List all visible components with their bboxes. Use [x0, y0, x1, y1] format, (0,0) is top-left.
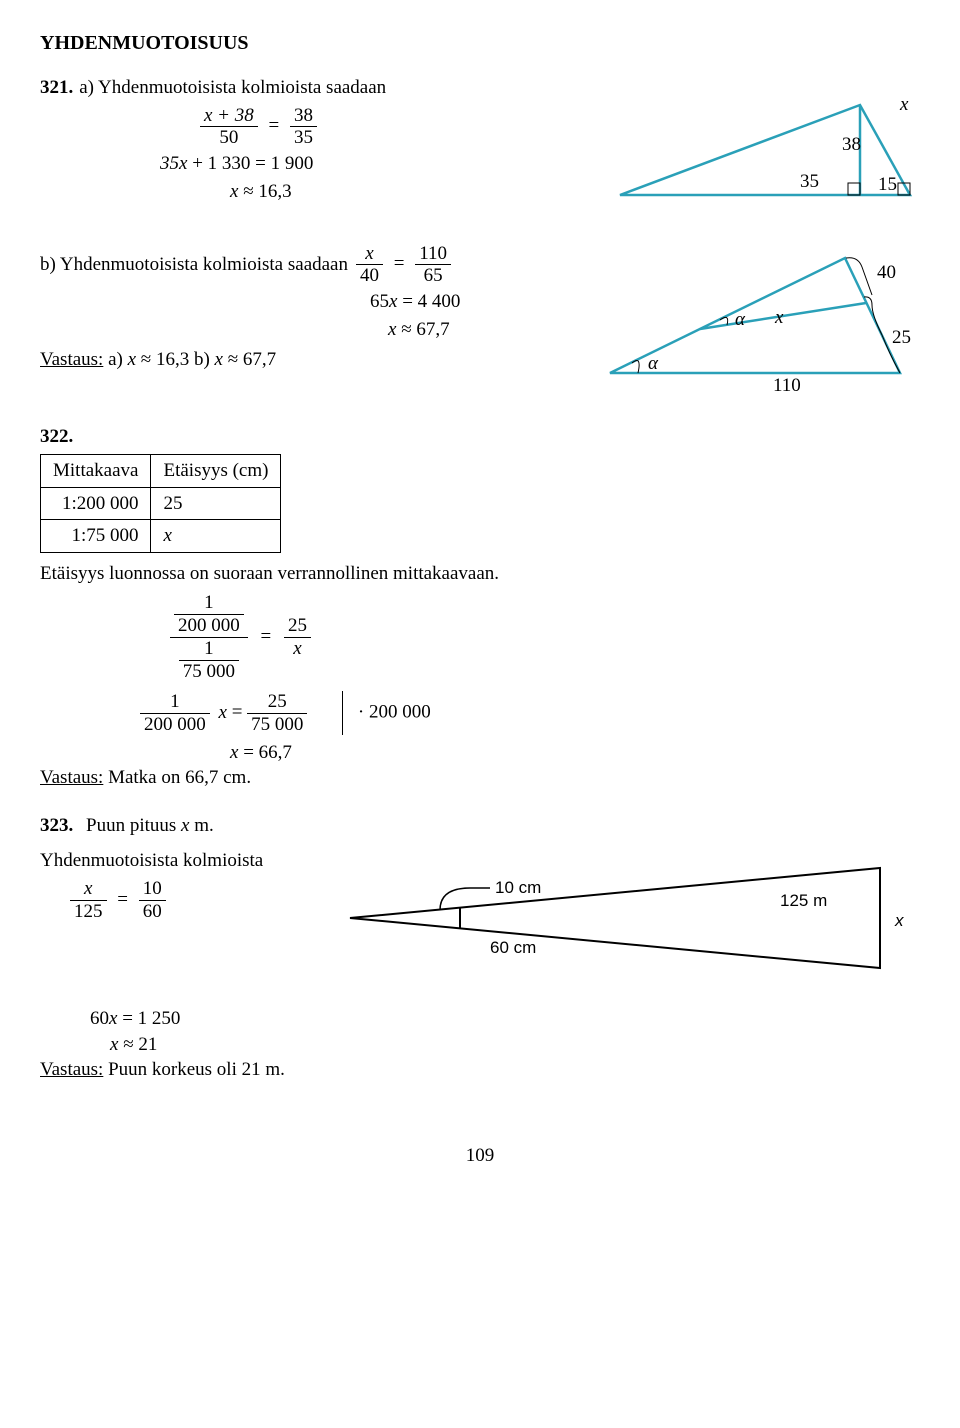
label-15: 15 [878, 174, 897, 195]
table-row: 1:75 000 x [41, 520, 281, 553]
eq-323-2: 60x = 1 250 [90, 1006, 920, 1032]
problem-321: 321. a) Yhdenmuotoisista kolmioista saad… [40, 75, 920, 223]
label-40: 40 [877, 262, 896, 283]
eq-321a-2: 35x + 1 330 = 1 900 [160, 151, 470, 177]
eq-321b-3: x ≈ 67,7 [388, 317, 560, 343]
vastaus-323: Vastaus: Puun korkeus oli 21 m. [40, 1057, 920, 1083]
page-title: YHDENMUOTOISUUS [40, 30, 920, 57]
label-x: x [899, 94, 909, 115]
vastaus-322: Vastaus: Matka on 66,7 cm. [40, 765, 920, 791]
label-35: 35 [800, 171, 819, 192]
eq-321b-2: 65x = 4 400 [370, 289, 560, 315]
right-angle-1 [848, 183, 860, 195]
label-125m: 125 m [780, 891, 827, 910]
label-25: 25 [892, 327, 911, 348]
eq-321a-1: x + 3850 = 3835 [200, 105, 470, 150]
problem-323-intro: Puun pituus x m. [86, 815, 214, 836]
label-x-323: x [894, 911, 904, 930]
page-number: 109 [40, 1143, 920, 1169]
eq-321a-3: x ≈ 16,3 [230, 179, 470, 205]
eq-322-2: 1200 000 x = 2575 000 · 200 000 [140, 691, 920, 736]
angle-alpha-1 [632, 360, 639, 372]
problem-321b-intro: b) Yhdenmuotoisista kolmioista saadaan [40, 252, 348, 278]
label-alpha-2: α [735, 309, 746, 330]
label-38: 38 [842, 134, 861, 155]
figure-323: 10 cm 60 cm 125 m x [340, 848, 920, 996]
problem-number-322: 322. [40, 424, 920, 450]
table-row: 1:200 000 25 [41, 487, 281, 520]
problem-321a-intro: a) Yhdenmuotoisista kolmioista saadaan [79, 75, 386, 101]
eq-322-big: 1200 000 175 000 = 25x [170, 592, 920, 682]
eq-323-3: x ≈ 21 [110, 1032, 920, 1058]
triangle-outer [620, 105, 910, 195]
problem-323-text: Yhdenmuotoisista kolmioista x125 = 1060 [40, 848, 320, 922]
problem-321b-text: b) Yhdenmuotoisista kolmioista saadaan x… [40, 243, 560, 373]
figure-321a: 35 38 15 x [610, 65, 920, 223]
label-60cm: 60 cm [490, 938, 536, 957]
label-x-b: x [774, 307, 784, 328]
problem-number-321: 321. [40, 75, 73, 101]
table-header-2: Etäisyys (cm) [151, 454, 281, 487]
eq-323-1: x125 = 1060 [70, 878, 320, 923]
problem-321a-text: 321. a) Yhdenmuotoisista kolmioista saad… [40, 75, 470, 207]
label-110: 110 [773, 375, 801, 396]
line-323-1: Yhdenmuotoisista kolmioista [40, 848, 320, 874]
triangle-323 [350, 868, 880, 968]
problem-322: 322. Mittakaava Etäisyys (cm) 1:200 000 … [40, 424, 920, 791]
table-header-1: Mittakaava [41, 454, 151, 487]
problem-323: 323. Puun pituus x m. Yhdenmuotoisista k… [40, 813, 920, 1083]
vastaus-321: Vastaus: a) x ≈ 16,3 b) x ≈ 67,7 [40, 347, 560, 373]
label-10cm: 10 cm [495, 878, 541, 897]
figure-321b: α α x 110 40 25 [600, 243, 920, 401]
label-alpha-1: α [648, 353, 659, 374]
problem-number-323: 323. [40, 815, 73, 836]
line-322-1: Etäisyys luonnossa on suoraan verrannoll… [40, 561, 920, 587]
eq-322-3: x = 66,7 [230, 740, 920, 766]
table-322: Mittakaava Etäisyys (cm) 1:200 000 25 1:… [40, 454, 281, 553]
problem-321b: b) Yhdenmuotoisista kolmioista saadaan x… [40, 243, 920, 401]
